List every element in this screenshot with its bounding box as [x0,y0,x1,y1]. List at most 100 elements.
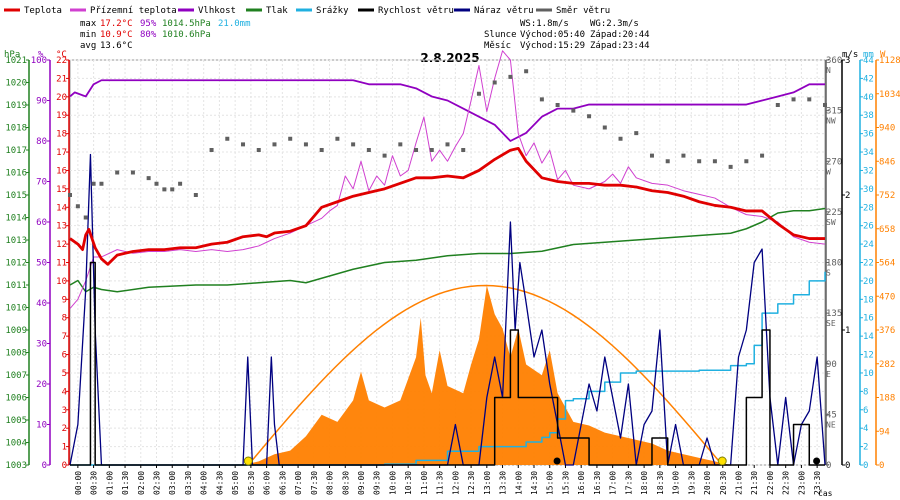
hpa-tick-1003: 1003 [5,461,27,471]
wind-direction-point-46 [728,164,733,169]
mm-tick-42: 42 [863,74,874,84]
dir-label-NE: NE [826,420,836,429]
unit-temp: °C [56,50,67,60]
wind-direction-point-43 [681,153,686,158]
mm-tick-22: 22 [863,259,874,269]
mm-tick-8: 8 [863,387,868,397]
stat-max-press: 1014.5hPa [162,19,211,29]
dir-tick-225: 225 [826,208,842,218]
mm-tick-36: 36 [863,130,874,140]
legend-smer-vetru: Směr větru [556,6,610,16]
wind-direction-point-15 [241,142,246,147]
wm2-tick-282: 282 [879,360,895,370]
info-wg: WG:2.3m/s [590,19,639,29]
dir-tick-360: 360 [826,56,842,66]
wm2-tick-188: 188 [879,394,895,404]
x-tick-02:00: 02:00 [137,471,146,495]
wind-direction-point-14 [225,136,230,141]
wind-direction-point-30 [476,91,481,96]
x-tick-19:00: 19:00 [672,471,681,495]
legend-prizemni-teplota: Přízemní teplota [90,6,177,16]
mm-tick-38: 38 [863,111,874,121]
x-tick-23:30: 23:30 [813,471,822,495]
wm2-tick-94: 94 [879,427,890,437]
wind-direction-point-8 [154,181,159,186]
x-tick-22:30: 22:30 [782,471,791,495]
wind-direction-point-13 [209,148,214,152]
dir-tick-180: 180 [826,259,842,269]
x-tick-14:00: 14:00 [514,471,523,495]
hpa-tick-1015: 1015 [5,191,27,201]
pct-tick-20: 20 [36,380,47,390]
x-tick-10:30: 10:30 [404,471,413,495]
pct-tick-70: 70 [36,178,47,188]
hpa-tick-1013: 1013 [5,236,27,246]
x-tick-12:30: 12:30 [467,471,476,495]
wind-direction-point-40 [634,131,639,136]
x-tick-16:00: 16:00 [577,471,586,495]
mm-tick-12: 12 [863,351,874,361]
wind-direction-point-22 [351,142,356,147]
hpa-tick-1020: 1020 [5,79,27,89]
wind-direction-point-6 [130,170,135,175]
x-tick-14:30: 14:30 [530,471,539,495]
wind-direction-point-1 [75,204,80,209]
pct-tick-100: 100 [31,56,47,66]
pct-tick-50: 50 [36,259,47,269]
hpa-tick-1021: 1021 [5,56,27,66]
wm2-tick-940: 940 [879,124,895,134]
temp-tick-22: 22 [56,56,67,66]
x-tick-07:30: 07:30 [310,471,319,495]
legend-tlak: Tlak [266,6,288,16]
hpa-tick-1017: 1017 [5,146,27,156]
wind-direction-point-3 [91,181,96,186]
wind-direction-point-4 [99,181,104,186]
temp-tick-16: 16 [56,166,67,176]
solar-layer [70,284,825,466]
dir-label-SE: SE [826,319,836,328]
wind-direction-point-7 [146,176,151,181]
temp-tick-4: 4 [62,387,67,397]
wm2-tick-752: 752 [879,191,895,201]
hpa-tick-1014: 1014 [5,214,27,224]
wind-direction-point-26 [414,148,419,152]
x-tick-16:30: 16:30 [593,471,602,495]
rain-line [70,271,826,466]
mm-tick-26: 26 [863,222,874,232]
wind-direction-point-36 [571,108,576,113]
ms-tick-0: 0 [845,461,850,471]
solar-theoretical-curve [247,284,723,466]
wind-direction-point-5 [115,170,120,175]
mm-tick-18: 18 [863,295,874,305]
legend: Teplota Přízemní teplota Vlhkost Tlak Sr… [4,6,610,16]
legend-srazky: Srážky [316,6,349,16]
unit-mm: mm [863,50,874,60]
wm2-tick-564: 564 [879,259,895,269]
temp-tick-15: 15 [56,185,67,195]
mm-tick-14: 14 [863,332,874,342]
wind-direction-point-17 [272,142,277,147]
mm-tick-30: 30 [863,185,874,195]
temp-tick-17: 17 [56,148,67,158]
temp-tick-14: 14 [56,203,67,213]
x-axis: 00:00 00:30 01:00 01:30 02:00 02:30 03:00 03:30… [74,465,822,495]
ms-tick-1: 1 [845,326,850,336]
wind-direction-point-34 [539,97,544,102]
temp-tick-2: 2 [62,424,67,434]
temp-tick-20: 20 [56,93,67,103]
dir-tick-315: 315 [826,107,842,117]
axes: 1003100410051006100710081009101010111012… [5,56,900,471]
wm2-tick-1034: 1034 [879,90,900,100]
legend-naraz-vetru: Náraz větru [474,6,534,16]
x-tick-06:30: 06:30 [278,471,287,495]
info-sunset: Západ:20:44 [590,30,650,40]
x-tick-05:00: 05:00 [231,471,240,495]
x-axis-label: čas [818,488,833,498]
temp-tick-19: 19 [56,111,67,121]
grid [69,59,826,466]
x-tick-05:30: 05:30 [247,471,256,495]
hpa-tick-1007: 1007 [5,371,27,381]
temp-tick-21: 21 [56,74,67,84]
wind-direction-point-25 [398,142,403,147]
dir-tick-135: 135 [826,309,842,319]
